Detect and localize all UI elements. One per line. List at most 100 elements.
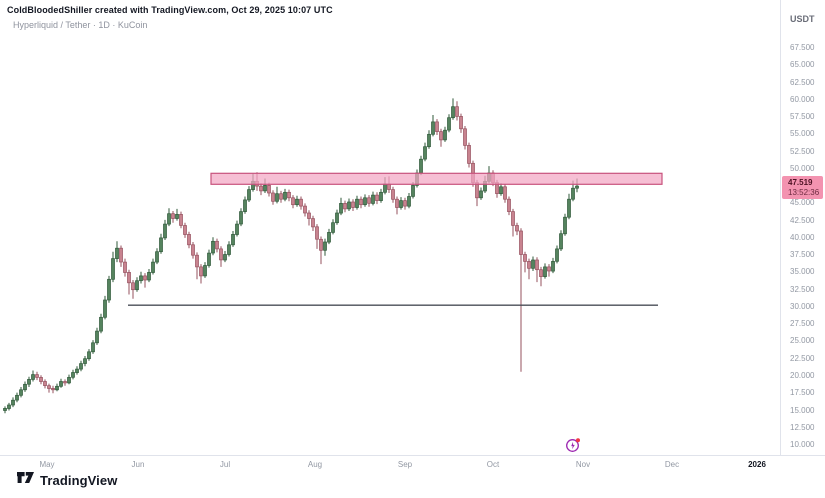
candle <box>247 189 251 201</box>
candle <box>527 261 531 269</box>
candle <box>319 238 323 251</box>
resistance-zone[interactable] <box>210 172 663 185</box>
candle <box>327 232 331 243</box>
last-price-value: 47.519 <box>788 177 813 187</box>
time-tick: Jul <box>219 460 231 469</box>
candle <box>395 198 399 208</box>
price-tick: 22.500 <box>790 353 815 363</box>
price-tick: 42.500 <box>790 215 815 225</box>
candle <box>203 265 207 277</box>
candle <box>31 374 35 380</box>
candle <box>243 199 247 212</box>
candle <box>335 212 339 224</box>
event-lightning-icon[interactable] <box>565 437 581 453</box>
time-tick: May <box>39 460 55 469</box>
candle <box>67 377 71 384</box>
price-tick: 12.500 <box>790 422 815 432</box>
symbol-title[interactable]: Hyperliquid / Tether · 1D · KuCoin <box>13 20 148 30</box>
candle <box>451 106 455 119</box>
candle <box>459 116 463 130</box>
candle <box>411 185 415 197</box>
price-tick: 57.500 <box>790 112 815 122</box>
time-tick: Aug <box>307 460 323 469</box>
candle <box>239 211 243 225</box>
price-axis-unit: USDT <box>790 14 815 24</box>
candle <box>383 183 387 193</box>
candle <box>323 241 327 251</box>
chart-header: ColdBloodedShiller created with TradingV… <box>7 5 333 30</box>
time-tick: Dec <box>664 460 680 469</box>
candle <box>503 186 507 200</box>
candle <box>523 254 527 262</box>
candle <box>499 186 503 195</box>
price-tick: 15.000 <box>790 405 815 415</box>
tradingview-logo-icon[interactable] <box>16 469 35 491</box>
candle <box>43 381 47 386</box>
price-tick: 62.500 <box>790 77 815 87</box>
price-tick: 67.500 <box>790 43 815 52</box>
bar-countdown: 13:52:36 <box>788 187 820 197</box>
candle <box>543 266 547 277</box>
candle <box>71 372 75 378</box>
candle <box>87 351 91 360</box>
candle <box>115 247 119 259</box>
candle <box>107 278 111 301</box>
candle <box>11 399 15 406</box>
candlestick-plot[interactable] <box>0 0 780 455</box>
candle <box>59 381 63 387</box>
candle <box>259 185 263 192</box>
price-tick: 30.000 <box>790 301 815 311</box>
candle <box>51 388 55 391</box>
candle <box>199 266 203 277</box>
attribution-text: ColdBloodedShiller created with TradingV… <box>7 5 333 15</box>
price-tick: 37.500 <box>790 250 815 260</box>
time-tick: Jun <box>131 460 145 469</box>
candle <box>95 330 99 344</box>
candle <box>559 233 563 250</box>
candle <box>343 203 347 210</box>
candle <box>303 205 307 214</box>
price-tick: 27.500 <box>790 319 815 329</box>
candle <box>39 377 43 382</box>
candle <box>7 404 11 409</box>
candle <box>55 385 59 391</box>
candle <box>27 379 31 385</box>
footer: TradingView <box>16 469 117 491</box>
time-tick: Sep <box>397 460 413 469</box>
time-tick: 2026 <box>748 460 766 469</box>
candle <box>431 121 435 135</box>
candle <box>231 234 235 246</box>
candle <box>287 191 291 199</box>
candle <box>479 190 483 199</box>
candle <box>519 230 523 255</box>
candle <box>435 121 439 132</box>
price-tick: 17.500 <box>790 388 815 398</box>
candle <box>103 299 107 318</box>
candle <box>175 214 179 219</box>
price-tick: 10.000 <box>790 440 815 450</box>
candle <box>127 272 131 284</box>
candle <box>111 258 115 280</box>
candle <box>299 198 303 207</box>
candle <box>375 194 379 201</box>
tradingview-logo-text[interactable]: TradingView <box>40 472 118 488</box>
candle <box>511 211 515 226</box>
candle <box>139 275 143 282</box>
time-axis[interactable]: May Jun Jul Aug Sep Oct Nov Dec 2026 <box>0 455 825 473</box>
candle <box>159 237 163 253</box>
candle <box>403 200 407 207</box>
candle <box>79 363 83 370</box>
candle <box>295 198 299 206</box>
price-tick: 32.500 <box>790 284 815 294</box>
candle <box>307 212 311 219</box>
candle <box>179 214 183 226</box>
candle <box>567 198 571 218</box>
candle <box>135 280 139 291</box>
candle <box>275 193 279 202</box>
price-axis[interactable]: USDT 47.519 13:52:36 67.500 65.000 62.500 6… <box>780 0 825 455</box>
candle <box>507 198 511 212</box>
candle <box>447 117 451 131</box>
time-tick: Nov <box>575 460 591 469</box>
candle <box>155 251 159 263</box>
